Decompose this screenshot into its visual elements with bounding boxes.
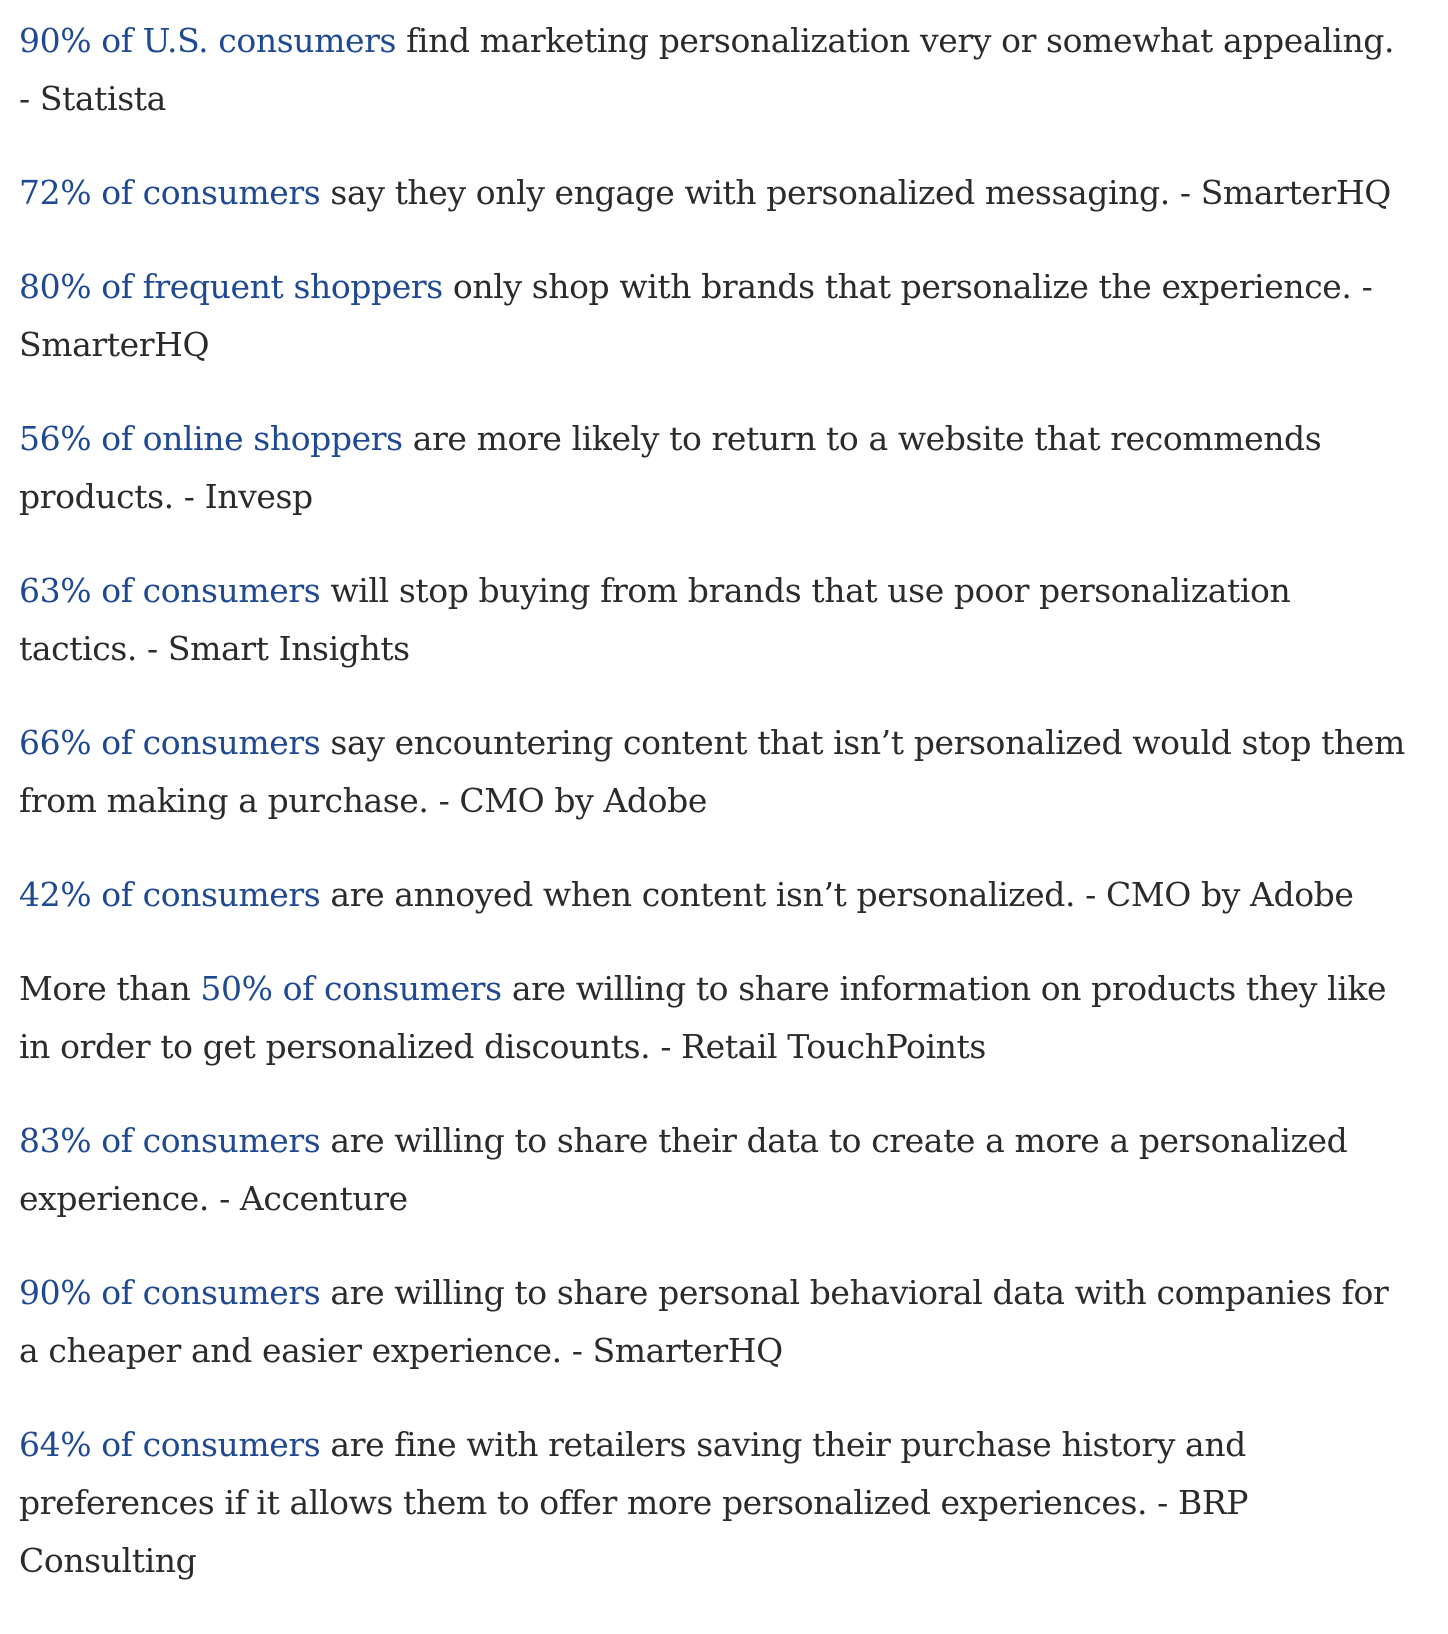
stat-text: will stop buying from brands that use po…: [19, 571, 1291, 668]
stat-paragraph: 90% of U.S. consumers find marketing per…: [19, 12, 1408, 128]
stat-link[interactable]: 90% of U.S. consumers: [19, 21, 397, 60]
stat-prefix: More than: [19, 969, 201, 1008]
stat-text: are willing to share personal behavioral…: [19, 1273, 1389, 1370]
stat-text: say they only engage with personalized m…: [320, 173, 1391, 212]
stat-text: are willing to share their data to creat…: [19, 1121, 1348, 1218]
stat-link[interactable]: 90% of consumers: [19, 1273, 321, 1312]
stat-link[interactable]: 56% of online shoppers: [19, 419, 403, 458]
stat-paragraph: 56% of online shoppers are more likely t…: [19, 410, 1408, 526]
stat-text: are annoyed when content isn’t personali…: [320, 875, 1354, 914]
stat-link[interactable]: 42% of consumers: [19, 875, 321, 914]
stat-link[interactable]: 80% of frequent shoppers: [19, 267, 443, 306]
stat-text: are fine with retailers saving their pur…: [19, 1425, 1249, 1580]
stat-link[interactable]: 63% of consumers: [19, 571, 321, 610]
stat-link[interactable]: 72% of consumers: [19, 173, 321, 212]
stat-paragraph: 63% of consumers will stop buying from b…: [19, 562, 1408, 678]
stat-link[interactable]: 83% of consumers: [19, 1121, 321, 1160]
stat-paragraph: 72% of consumers say they only engage wi…: [19, 164, 1408, 222]
stat-text: only shop with brands that personalize t…: [19, 267, 1373, 364]
stat-paragraph: 66% of consumers say encountering conten…: [19, 714, 1408, 830]
stat-link[interactable]: 50% of consumers: [200, 969, 502, 1008]
stat-paragraph: 64% of consumers are fine with retailers…: [19, 1416, 1408, 1590]
stat-paragraph: More than 50% of consumers are willing t…: [19, 960, 1408, 1076]
stat-text: are more likely to return to a website t…: [19, 419, 1322, 516]
stat-text: find marketing personalization very or s…: [19, 21, 1395, 118]
stat-link[interactable]: 66% of consumers: [19, 723, 321, 762]
statistics-list: 90% of U.S. consumers find marketing per…: [19, 12, 1408, 1590]
stat-text: are willing to share information on prod…: [19, 969, 1387, 1066]
stat-paragraph: 80% of frequent shoppers only shop with …: [19, 258, 1408, 374]
stat-paragraph: 83% of consumers are willing to share th…: [19, 1112, 1408, 1228]
stat-paragraph: 90% of consumers are willing to share pe…: [19, 1264, 1408, 1380]
stat-link[interactable]: 64% of consumers: [19, 1425, 321, 1464]
stat-paragraph: 42% of consumers are annoyed when conten…: [19, 866, 1408, 924]
stat-text: say encountering content that isn’t pers…: [19, 723, 1405, 820]
